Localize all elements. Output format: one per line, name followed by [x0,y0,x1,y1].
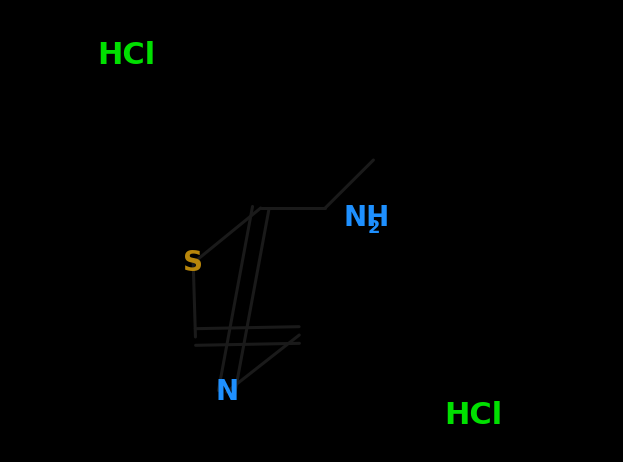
Text: HCl: HCl [444,401,502,430]
Text: N: N [215,378,238,406]
Text: 2: 2 [368,219,380,237]
Text: NH: NH [344,204,390,232]
Text: S: S [183,249,203,277]
Text: HCl: HCl [97,41,155,69]
